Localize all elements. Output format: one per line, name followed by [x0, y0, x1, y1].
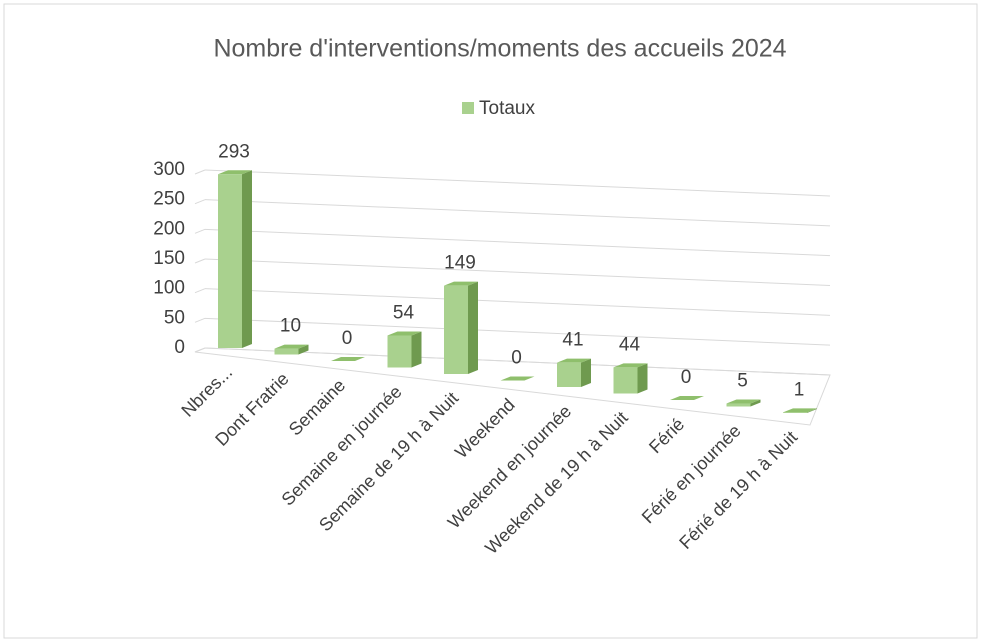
grid-line	[204, 258, 831, 286]
y-tick-label: 100	[153, 278, 185, 299]
bar	[218, 174, 242, 348]
value-label: 54	[393, 302, 415, 323]
bar	[613, 367, 638, 394]
bar-side	[637, 363, 648, 394]
wall-edge	[194, 288, 206, 294]
wall-edge	[194, 169, 206, 175]
wall-edge	[194, 258, 206, 264]
bar-side	[242, 170, 252, 348]
y-tick-label: 0	[174, 337, 185, 358]
grid-line	[204, 317, 831, 346]
wall-edge	[194, 199, 206, 205]
bar-side	[807, 408, 817, 413]
bar-side	[468, 281, 478, 374]
value-label: 41	[562, 330, 583, 351]
bar-top	[726, 399, 761, 404]
grid-line	[204, 169, 831, 197]
bar-top	[274, 344, 309, 349]
grid-line	[204, 347, 831, 376]
grid-line	[204, 199, 831, 227]
bar	[387, 335, 412, 368]
bar-top	[783, 408, 817, 413]
wall-edge	[194, 317, 206, 323]
bar-side	[298, 344, 309, 355]
value-label: 0	[681, 367, 692, 388]
bar-top	[670, 396, 704, 400]
bar	[726, 403, 751, 407]
bar-side	[750, 399, 761, 407]
bar-top	[444, 281, 478, 286]
value-label: 1	[794, 379, 805, 400]
legend-swatch	[462, 102, 474, 114]
value-label: 149	[444, 253, 476, 274]
bar	[274, 348, 299, 355]
wall-edge	[194, 347, 206, 353]
value-label: 293	[218, 141, 250, 162]
bar-top	[387, 331, 422, 336]
chart-frame	[3, 3, 978, 639]
bar-top	[218, 170, 252, 175]
value-label: 5	[737, 371, 748, 392]
y-tick-label: 50	[164, 307, 185, 328]
wall-edge	[194, 228, 206, 234]
grid-line	[204, 288, 831, 316]
bar	[557, 362, 581, 387]
y-tick-label: 300	[153, 159, 185, 180]
bar-side	[411, 331, 422, 368]
value-label: 0	[511, 348, 522, 369]
value-label: 10	[280, 316, 301, 337]
bar-top	[500, 376, 535, 381]
y-tick-label: 150	[153, 248, 185, 269]
legend-label: Totaux	[479, 98, 535, 119]
value-label: 44	[619, 334, 641, 355]
chart-title: Nombre d'interventions/moments des accue…	[213, 35, 786, 63]
bar-top	[331, 357, 365, 361]
y-tick-label: 200	[153, 218, 185, 239]
y-tick-label: 250	[153, 189, 185, 210]
bar	[444, 285, 468, 374]
bar-top	[613, 363, 648, 368]
bar	[783, 412, 807, 413]
bar-top	[557, 358, 591, 363]
value-label: 0	[342, 328, 353, 349]
bar-side	[581, 358, 591, 387]
grid-line	[204, 228, 831, 257]
